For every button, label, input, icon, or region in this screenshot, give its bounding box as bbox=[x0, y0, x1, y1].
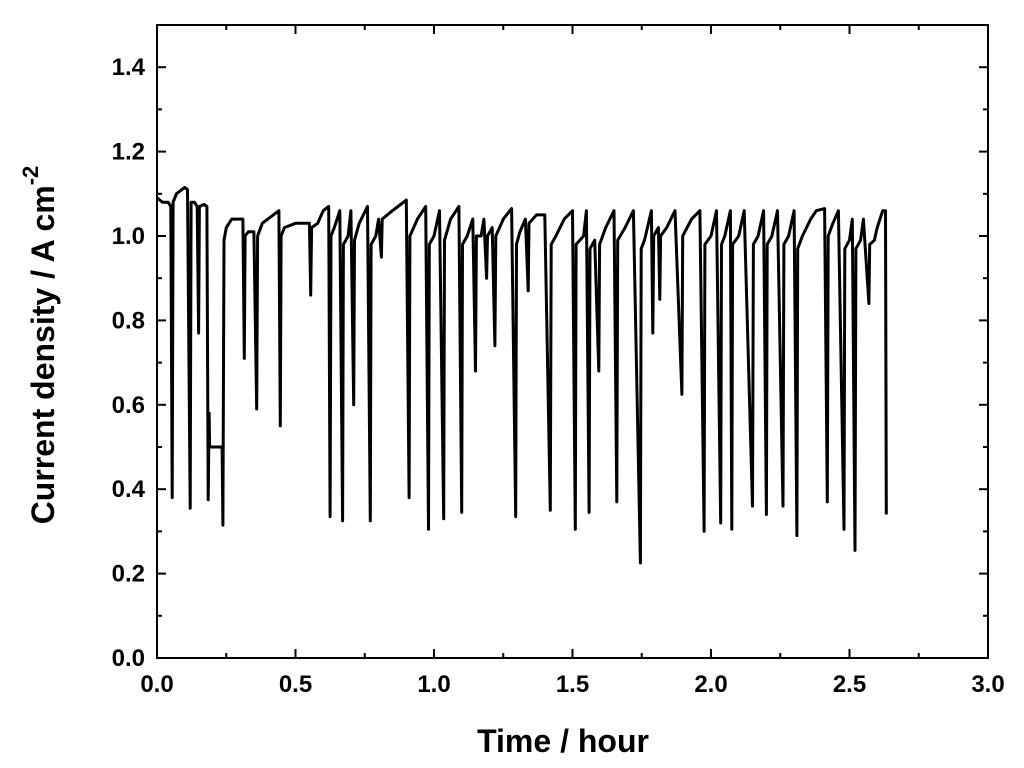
y-tick-label: 0.0 bbox=[112, 645, 145, 672]
y-axis-title-superscript: -2 bbox=[18, 166, 43, 186]
y-tick-label: 1.2 bbox=[112, 139, 145, 166]
y-tick-label: 0.2 bbox=[112, 561, 145, 588]
x-tick-label: 3.0 bbox=[971, 671, 1004, 698]
y-axis-title: Current density / A cm-2 bbox=[18, 166, 61, 525]
x-tick-label: 1.5 bbox=[556, 671, 589, 698]
x-tick-label: 0.5 bbox=[279, 671, 312, 698]
x-tick-label: 1.0 bbox=[417, 671, 450, 698]
series-line bbox=[156, 186, 888, 565]
y-tick-label: 1.4 bbox=[112, 54, 146, 81]
ticks-group bbox=[156, 24, 989, 659]
y-axis-title-group: Current density / A cm-2 bbox=[18, 166, 61, 525]
x-tick-label: 2.0 bbox=[694, 671, 727, 698]
y-tick-label: 0.6 bbox=[112, 392, 145, 419]
tick-labels-group: 0.0 0.5 1.0 1.5 2.0 2.5 3.0 0.0 0.2 0.4 0.6 0.8 1.0 1… bbox=[112, 54, 1005, 698]
y-tick-label: 1.0 bbox=[112, 223, 145, 250]
x-tick-label: 2.5 bbox=[833, 671, 866, 698]
y-axis-title-main: Current density / A cm bbox=[25, 185, 61, 524]
x-axis-title: Time / hour bbox=[477, 723, 649, 759]
y-tick-label: 0.8 bbox=[112, 307, 145, 334]
y-tick-label: 0.4 bbox=[112, 476, 146, 503]
x-tick-label: 0.0 bbox=[140, 671, 173, 698]
